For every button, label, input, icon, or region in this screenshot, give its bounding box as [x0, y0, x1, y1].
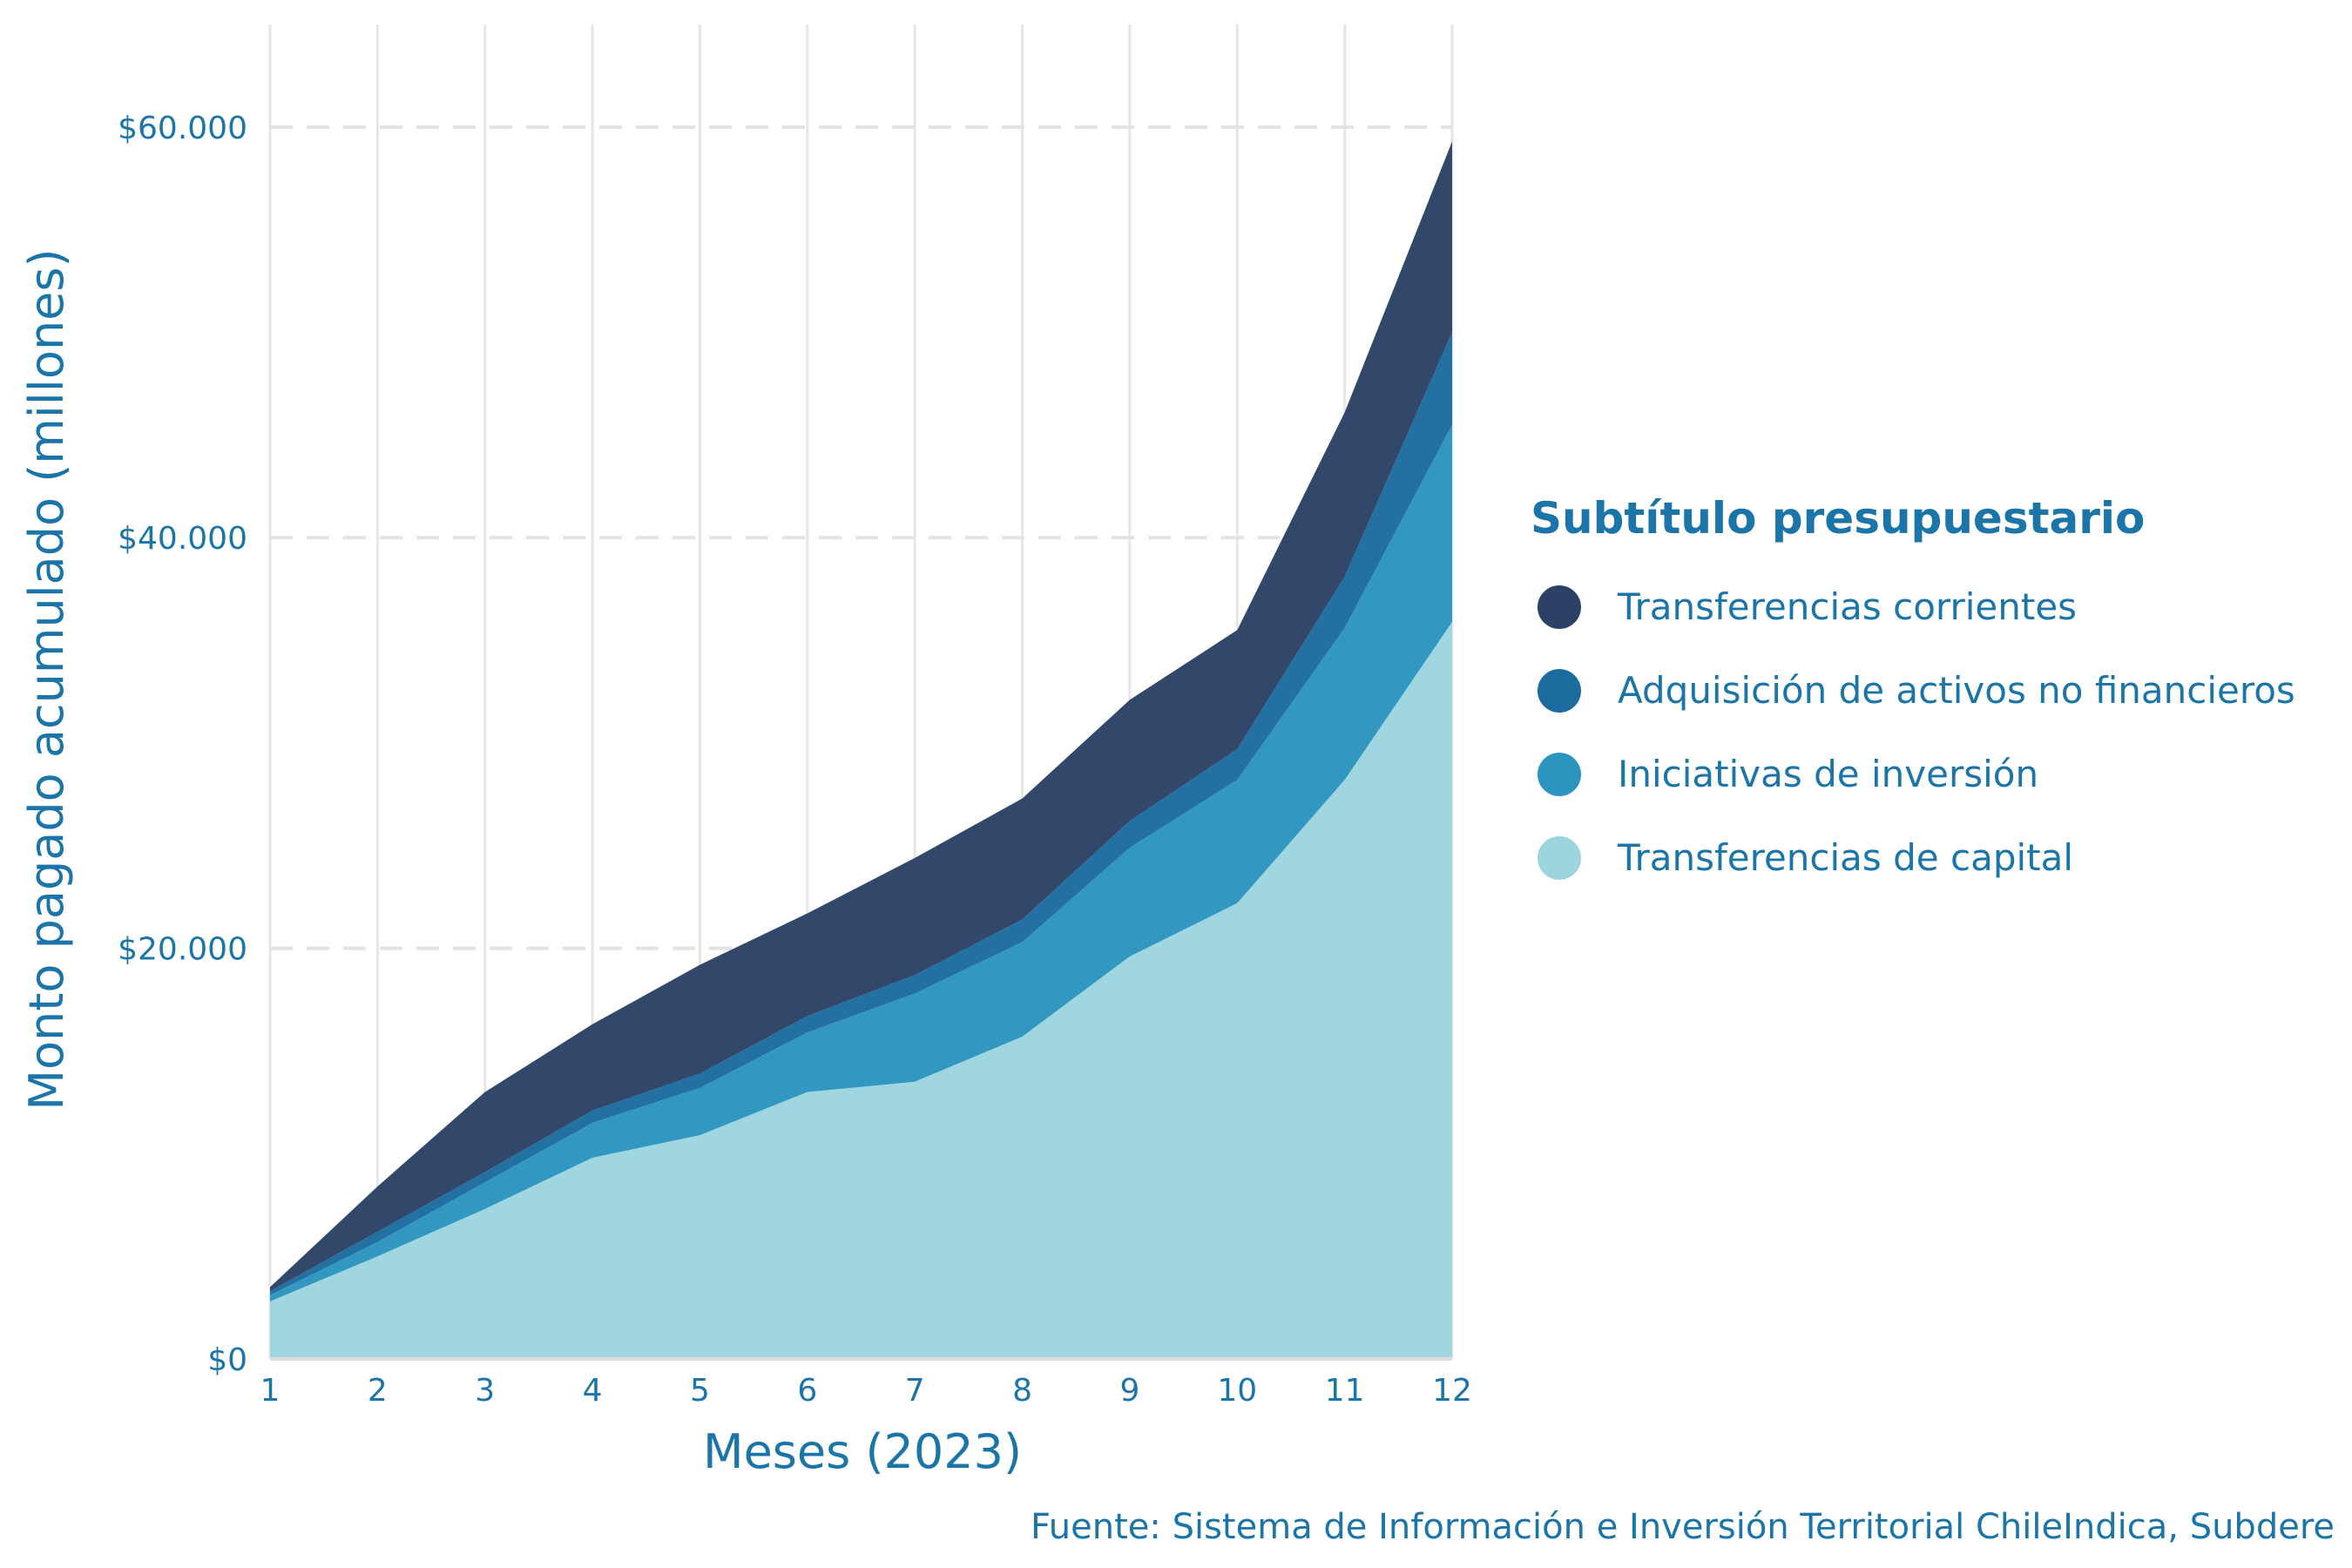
legend-swatch	[1538, 836, 1581, 880]
x-tick-label: 9	[1119, 1373, 1139, 1409]
x-tick-label: 7	[905, 1373, 925, 1409]
area-series	[270, 141, 1452, 1359]
area-iniciativas-de-inversion	[270, 424, 1452, 1302]
legend: Subtítulo presupuestario Transferencias …	[1531, 493, 2295, 880]
legend-label: Transferencias de capital	[1617, 836, 2073, 879]
legend-swatch	[1538, 669, 1581, 713]
x-tick-label: 1	[260, 1373, 280, 1409]
x-tick-label: 2	[368, 1373, 388, 1409]
x-tick-label: 8	[1012, 1373, 1032, 1409]
y-tick-label: $60.000	[118, 111, 247, 146]
x-tick-label: 5	[690, 1373, 710, 1409]
x-axis-title: Meses (2023)	[703, 1424, 1022, 1479]
legend-label: Iniciativas de inversión	[1618, 753, 2038, 795]
x-tick-label: 4	[583, 1373, 603, 1409]
x-tick-label: 11	[1325, 1373, 1365, 1409]
source-caption: Fuente: Sistema de Información e Inversi…	[1031, 1507, 2335, 1547]
area-transferencias-corrientes	[270, 141, 1452, 1292]
legend-label: Adquisición de activos no financieros	[1618, 669, 2295, 712]
legend-label: Transferencias corrientes	[1617, 585, 2077, 628]
x-tick-label: 6	[797, 1373, 817, 1409]
axes: 1 2 3 4 5 6 7 8 9 10 11 12$0$20.000$40.000$60.000	[118, 111, 1472, 1409]
y-tick-label: $40.000	[118, 521, 247, 557]
legend-swatch	[1538, 585, 1581, 629]
y-tick-label: $20.000	[118, 932, 247, 968]
legend-swatch	[1538, 753, 1581, 796]
x-tick-label: 10	[1217, 1373, 1257, 1409]
x-tick-label: 3	[475, 1373, 495, 1409]
y-axis-title: Monto pagado acumulado (millones)	[19, 248, 74, 1110]
y-tick-label: $0	[207, 1342, 247, 1378]
x-tick-label: 12	[1432, 1373, 1472, 1409]
legend-title: Subtítulo presupuestario	[1531, 493, 2145, 544]
area-transferencias-de-capital	[270, 621, 1452, 1359]
